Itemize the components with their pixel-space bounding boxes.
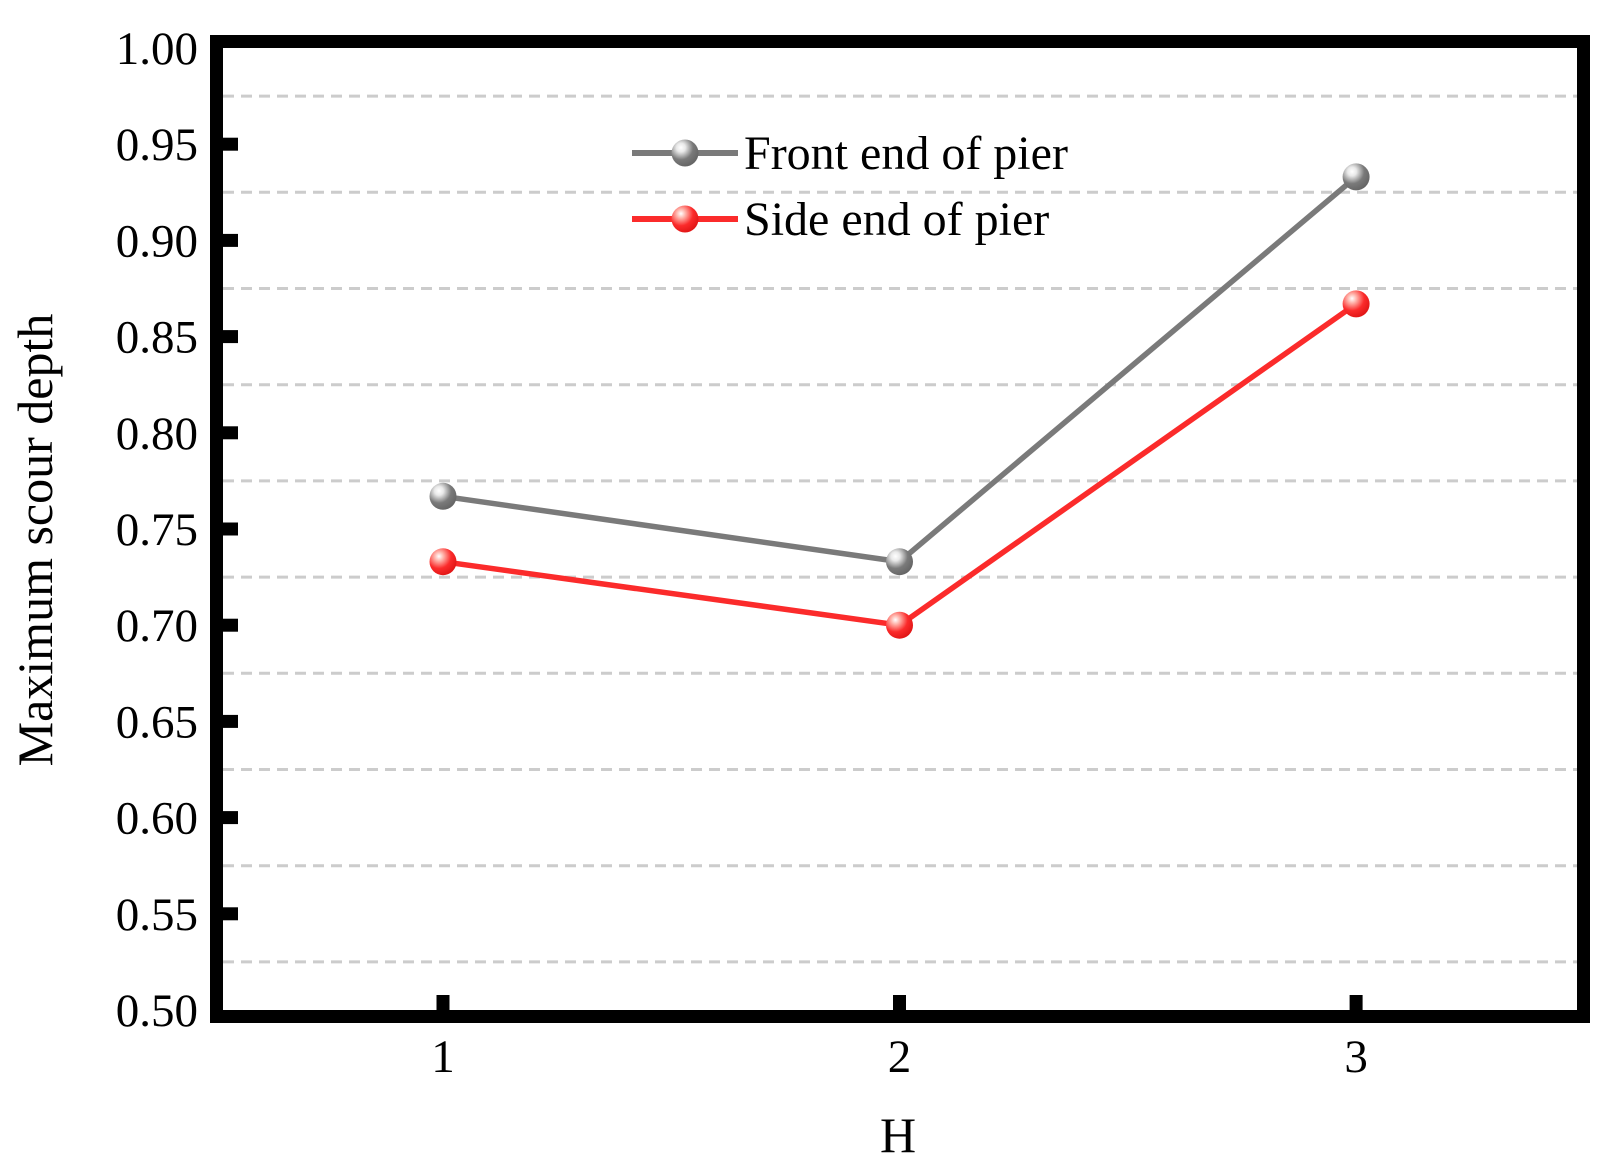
plot-border-rect: [210, 35, 1590, 1023]
y-tick-label: 0.60: [116, 793, 198, 845]
data-point-marker: [886, 548, 913, 576]
y-tick-label: 0.90: [116, 215, 198, 267]
legend-label: Front end of pier: [744, 127, 1068, 180]
y-tick-label: 0.85: [116, 312, 198, 364]
data-point-marker: [429, 482, 457, 510]
axis-tick-labels: 0.50 0.55 0.60 0.65 0.70 0.75 0.80 0.85 0.90 0.95…: [116, 23, 1368, 1083]
y-tick-label: 0.55: [116, 889, 198, 941]
data-point-marker: [1342, 290, 1370, 318]
series-front-end: [429, 163, 1370, 576]
data-point-marker: [429, 548, 457, 576]
y-tick-label: 0.70: [116, 600, 198, 652]
data-series: [429, 163, 1370, 639]
legend-entry: Front end of pier: [632, 127, 1068, 180]
legend: Front end of pier Side end of pier: [632, 127, 1068, 246]
x-axis-title: H: [880, 1107, 916, 1163]
y-tick-label: 0.65: [116, 696, 198, 748]
horizontal-gridlines: [223, 94, 1577, 964]
data-point-marker: [886, 611, 913, 639]
legend-marker: [671, 205, 699, 233]
data-point-marker: [1342, 163, 1370, 191]
series-side-end: [429, 290, 1370, 639]
legend-marker: [671, 139, 699, 167]
y-axis-title: Maximum scour depth: [7, 314, 63, 767]
axis-ticks: [223, 137, 1363, 1010]
legend-label: Side end of pier: [744, 193, 1049, 246]
y-tick-label: 0.75: [116, 504, 198, 556]
x-tick-label: 3: [1344, 1031, 1368, 1083]
y-tick-label: 1.00: [116, 23, 198, 75]
plot-border: [210, 35, 1590, 1023]
y-tick-label: 0.80: [116, 408, 198, 460]
legend-entry: Side end of pier: [632, 193, 1049, 246]
y-tick-label: 0.95: [116, 119, 198, 171]
x-tick-label: 2: [888, 1031, 912, 1083]
y-tick-label: 0.50: [116, 985, 198, 1037]
x-tick-label: 1: [431, 1031, 455, 1083]
